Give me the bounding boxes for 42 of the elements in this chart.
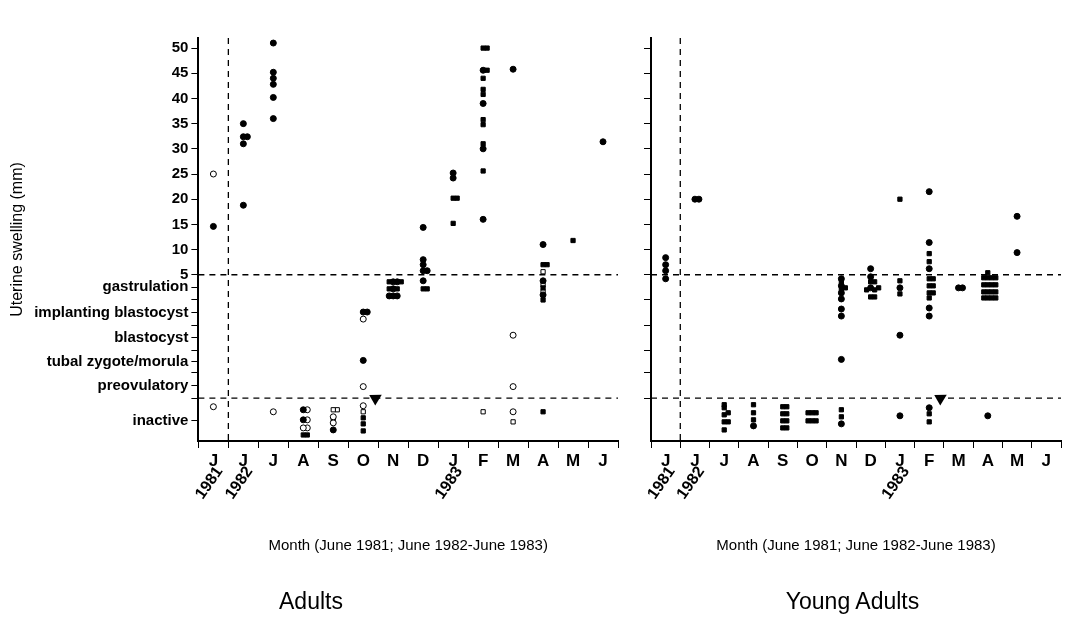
x-tick-label: M <box>1009 450 1025 470</box>
y-tick-label: 35 <box>171 113 189 131</box>
x-axis-title: Month (June 1981; June 1982-June 1983) <box>716 535 996 553</box>
y-tick-label: inactive <box>132 410 189 428</box>
x-tick-label: D <box>864 450 877 470</box>
x-tick-label: F <box>477 450 489 470</box>
x-tick-label: N <box>387 450 400 470</box>
x-tick-label: S <box>327 450 339 470</box>
y-tick-label: 10 <box>171 239 189 257</box>
y-axis-title: Uterine swelling (mm) <box>8 162 26 317</box>
x-tick-label: J <box>598 450 608 470</box>
text: Young Adults <box>785 587 920 614</box>
y-tick-label: 25 <box>171 164 189 182</box>
y-tick-label: tubal zygote/morula <box>46 351 190 369</box>
x-tick-label: J <box>719 450 729 470</box>
x-tick-label: S <box>777 450 789 470</box>
x-tick-label: A <box>536 450 550 470</box>
text: Adults <box>279 587 343 614</box>
y-tick-label: 40 <box>171 88 189 106</box>
y-tick-label: 30 <box>171 138 189 156</box>
x-tick-label: A <box>297 450 310 470</box>
x-tick-label: D <box>417 450 430 470</box>
y-tick-label: blastocyst <box>114 327 189 345</box>
y-tick-label: 15 <box>171 214 189 232</box>
y-tick-label: implanting blastocyst <box>34 302 189 320</box>
x-tick-label: A <box>981 450 994 470</box>
x-tick-label: F <box>924 450 935 470</box>
x-tick-label: N <box>835 450 848 470</box>
x-tick-label: J <box>268 450 279 470</box>
y-tick-label: 50 <box>171 38 189 56</box>
x-tick-label: A <box>747 450 760 470</box>
x-tick-label: O <box>356 450 370 470</box>
y-tick-label: 45 <box>171 63 189 81</box>
y-tick-label: 5 <box>180 264 189 282</box>
y-tick-label: 20 <box>171 189 189 207</box>
y-tick-label: preovulatory <box>97 375 190 393</box>
x-axis-title: Month (June 1981; June 1982-June 1983) <box>268 535 548 553</box>
x-tick-label: M <box>506 450 521 470</box>
x-tick-label: O <box>805 450 819 470</box>
x-tick-label: M <box>565 450 581 470</box>
x-tick-label: M <box>951 450 966 470</box>
x-tick-label: J <box>1041 450 1052 470</box>
